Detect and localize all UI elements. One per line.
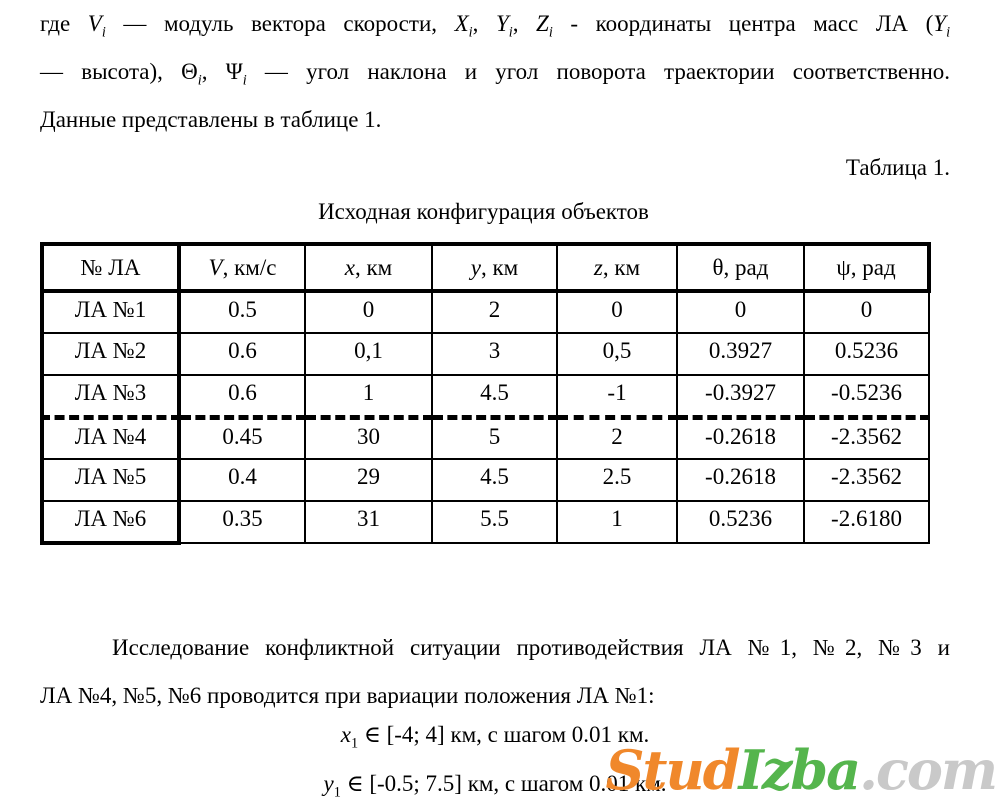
value-cell: -0.5236: [803, 374, 930, 418]
value-cell: 0.6: [178, 332, 306, 376]
row-label-cell: ЛА №5: [40, 458, 181, 502]
value-cell: 5.5: [431, 500, 558, 544]
studizba-watermark-logo: StudIzba.com: [605, 738, 998, 802]
value-cell: 0.5: [178, 290, 306, 334]
value-cell: -2.3562: [803, 414, 930, 460]
row-label-cell: ЛА №3: [40, 374, 181, 418]
value-cell: -1: [556, 374, 678, 418]
research-line-2: ЛА №4, №5, №6 проводится при вариации по…: [40, 683, 655, 708]
header-cell-la: № ЛА: [40, 242, 181, 293]
header-cell-y: y, км: [431, 242, 558, 293]
table-title: Исходная конфигурация объектов: [318, 199, 649, 224]
row-label-cell: ЛА №4: [40, 414, 181, 460]
value-cell: 0: [803, 290, 930, 334]
value-cell: -0.3927: [676, 374, 805, 418]
value-cell: 2: [556, 414, 678, 460]
value-cell: 3: [431, 332, 558, 376]
value-cell: 4.5: [431, 458, 558, 502]
value-cell: 30: [304, 414, 433, 460]
header-cell-x: x, км: [304, 242, 433, 293]
intro-line-2: — высота), Θi, Ψi — угол наклона и угол …: [40, 59, 951, 89]
header-cell-v: V, км/с: [178, 242, 306, 293]
intro-line-3: Данные представлены в таблице 1.: [40, 107, 382, 132]
value-cell: 0,1: [304, 332, 433, 376]
value-cell: 1: [304, 374, 433, 418]
row-label-cell: ЛА №1: [40, 290, 181, 334]
value-cell: 0.5236: [803, 332, 930, 376]
value-cell: 0: [676, 290, 805, 334]
watermark-izba: Izba: [738, 738, 861, 802]
table-row-dashed-separator: ЛА №4 0.45 30 5 2 -0.2618 -2.3562: [40, 414, 930, 460]
formula-y-range: y1 ∈ [-0.5; 7.5] км, с шагом 0.01 км.: [323, 771, 667, 801]
value-cell: 0,5: [556, 332, 678, 376]
header-cell-psi: ψ, рад: [803, 242, 931, 293]
table-row: ЛА №3 0.6 1 4.5 -1 -0.3927 -0.5236: [40, 374, 930, 418]
table-caption: Таблица 1.: [845, 155, 950, 180]
value-cell: 4.5: [431, 374, 558, 418]
watermark-stud: Stud: [605, 738, 741, 802]
table-row: ЛА №5 0.4 29 4.5 2.5 -0.2618 -2.3562: [40, 458, 930, 502]
header-cell-z: z, км: [556, 242, 678, 293]
table-header-row: № ЛА V, км/с x, км y, км z, км θ, рад ψ,…: [40, 242, 931, 293]
value-cell: 0.45: [178, 414, 306, 460]
value-cell: 2: [431, 290, 558, 334]
formula-x-range: x1 ∈ [-4; 4] км, с шагом 0.01 км.: [340, 722, 650, 752]
intro-line-1: где Vi — модуль вектора скорости, Xi, Yi…: [40, 11, 951, 41]
value-cell: -2.3562: [803, 458, 930, 502]
row-label-cell: ЛА №2: [40, 332, 181, 376]
value-cell: 29: [304, 458, 433, 502]
value-cell: 0.35: [178, 500, 306, 544]
intro-paragraph: где Vi — модуль вектора скорости, Xi, Yi…: [40, 0, 950, 144]
value-cell: 1: [556, 500, 678, 544]
value-cell: 31: [304, 500, 433, 544]
value-cell: 0.5236: [676, 500, 805, 544]
table-row: ЛА №6 0.35 31 5.5 1 0.5236 -2.6180: [40, 500, 930, 545]
value-cell: -2.6180: [803, 500, 930, 544]
value-cell: 0.4: [178, 458, 306, 502]
value-cell: 0.6: [178, 374, 306, 418]
value-cell: 0: [556, 290, 678, 334]
value-cell: 0.3927: [676, 332, 805, 376]
config-table: № ЛА V, км/с x, км y, км z, км θ, рад ψ,…: [40, 242, 931, 545]
value-cell: -0.2618: [676, 414, 805, 460]
watermark-com: .com: [859, 738, 998, 802]
row-label-cell: ЛА №6: [40, 500, 181, 545]
table-row: ЛА №2 0.6 0,1 3 0,5 0.3927 0.5236: [40, 332, 930, 376]
research-line-1: Исследование конфликтной ситуации против…: [112, 635, 950, 660]
table-row: ЛА №1 0.5 0 2 0 0 0: [40, 290, 930, 334]
value-cell: 2.5: [556, 458, 678, 502]
value-cell: 5: [431, 414, 558, 460]
value-cell: -0.2618: [676, 458, 805, 502]
value-cell: 0: [304, 290, 433, 334]
header-cell-theta: θ, рад: [676, 242, 805, 293]
research-paragraph: Исследование конфликтной ситуации против…: [40, 624, 950, 720]
